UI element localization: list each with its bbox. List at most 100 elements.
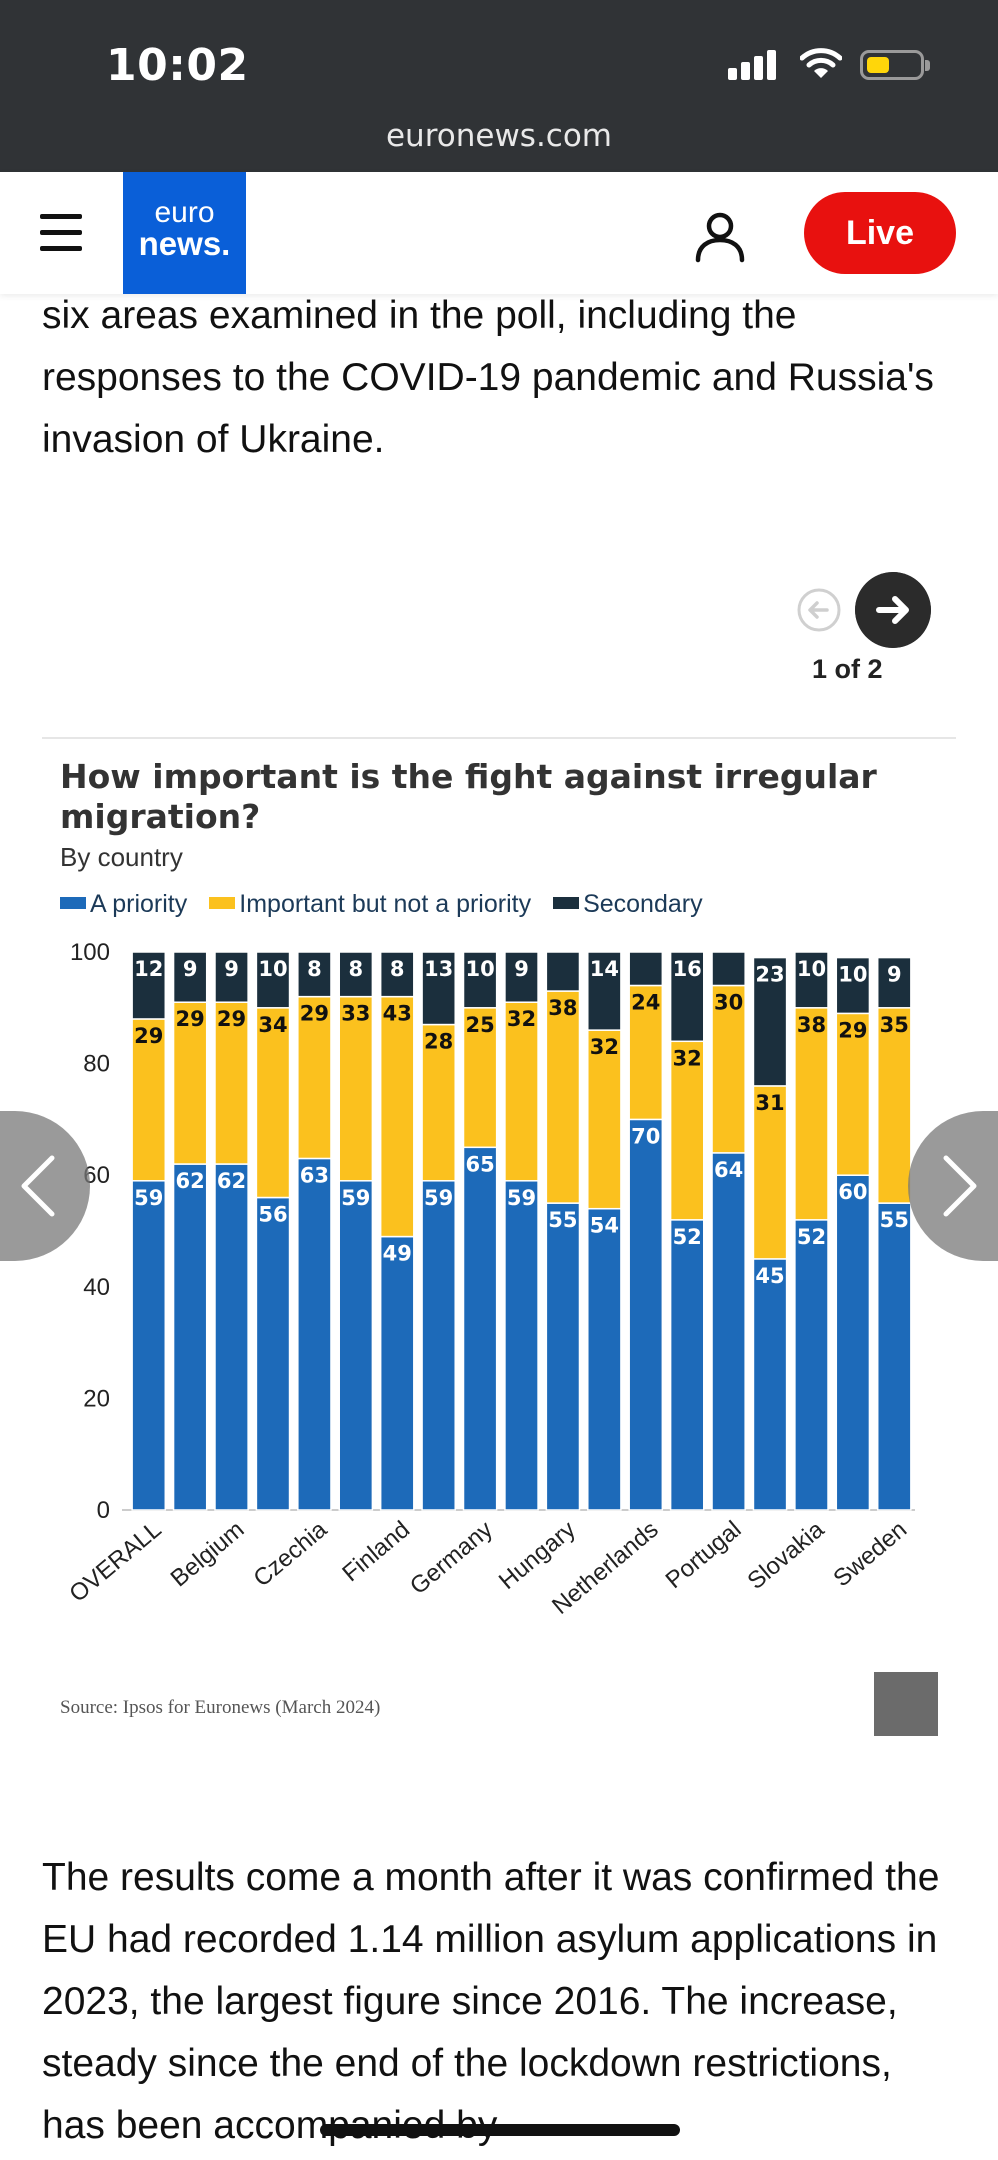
bar-segment: [835, 956, 871, 1015]
bar-segment: [379, 995, 415, 1238]
bar-segment: [131, 1018, 167, 1182]
chart-source: Source: Ipsos for Euronews (March 2024): [60, 1697, 381, 1718]
bar-segment: [379, 1235, 415, 1511]
data-label: 10: [838, 963, 867, 987]
legend-label: Important but not a priority: [239, 890, 532, 918]
bar-segment: [794, 1219, 829, 1511]
bar-segment: [255, 1196, 291, 1511]
bar-segment: [421, 1023, 456, 1182]
bar-segment: [462, 951, 498, 1009]
bar-segment: [794, 951, 829, 1009]
bar-segment: [131, 1180, 167, 1511]
live-button[interactable]: Live: [804, 192, 956, 274]
stacked-bar-chart: 0 20 40 60 80 100 59 29 12 OVERALL 62 29 9 62 29 9 Belgi…: [64, 939, 915, 1620]
data-label: 64: [714, 1158, 743, 1182]
bar-segment: [628, 951, 664, 987]
data-label: 8: [307, 957, 322, 981]
bar-segment: [172, 1163, 208, 1511]
euronews-logo[interactable]: euro news.: [123, 172, 246, 294]
user-icon[interactable]: [692, 208, 748, 264]
bar-segment: [297, 951, 332, 998]
y-tick-label: 20: [83, 1385, 110, 1412]
data-label: 8: [390, 957, 405, 981]
bar-segment: [379, 951, 415, 998]
y-tick-label: 100: [70, 939, 110, 966]
data-label: 24: [631, 990, 660, 1014]
legend-item-secondary[interactable]: Secondary: [553, 890, 703, 919]
data-label: 35: [880, 1013, 909, 1037]
data-label: 12: [134, 957, 163, 981]
data-label: 59: [507, 1186, 536, 1210]
x-tick-label: Czechia: [248, 1516, 332, 1593]
chart-legend: A priority Important but not a priority Se…: [60, 890, 725, 919]
data-label: 59: [424, 1186, 453, 1210]
data-label: 70: [631, 1124, 660, 1148]
data-label: 59: [341, 1186, 370, 1210]
data-label: 38: [797, 1013, 826, 1037]
data-label: 55: [880, 1208, 909, 1232]
article-paragraph: six areas examined in the poll, includin…: [42, 294, 934, 461]
gallery-prev-button[interactable]: [0, 1111, 90, 1261]
data-label: 10: [465, 957, 494, 981]
data-label: 43: [383, 1002, 412, 1026]
data-label: 29: [300, 1002, 329, 1026]
data-label: 34: [258, 1013, 287, 1037]
divider: [42, 737, 956, 739]
bar-segment: [462, 1007, 498, 1149]
bar-segment: [628, 984, 664, 1121]
bar-segment: [711, 984, 746, 1154]
data-label: 33: [341, 1002, 370, 1026]
status-bar: 10:02 euronews.com: [0, 0, 998, 172]
data-label: 16: [673, 957, 702, 981]
gallery-next-button[interactable]: [908, 1111, 998, 1261]
x-tick-label: Germany: [405, 1516, 498, 1600]
chevron-left-icon: [21, 1155, 55, 1217]
bar-segment: [669, 1219, 705, 1511]
wifi-icon: [800, 48, 842, 78]
bar-segment: [172, 951, 208, 1003]
bar-segment: [214, 1163, 249, 1511]
url-bar[interactable]: euronews.com: [385, 118, 613, 154]
data-label: 62: [217, 1169, 246, 1193]
home-indicator: [320, 2124, 680, 2136]
data-label: 9: [514, 957, 529, 981]
data-label: 30: [714, 990, 743, 1014]
data-label: 29: [176, 1007, 205, 1031]
carousel-next-button[interactable]: [855, 572, 931, 648]
bar-segment: [876, 956, 912, 1009]
legend-item-important[interactable]: Important but not a priority: [209, 890, 531, 919]
legend-label: Secondary: [583, 890, 703, 918]
x-tick-label: Belgium: [166, 1516, 250, 1592]
data-label: 32: [673, 1046, 702, 1070]
x-tick-label: Portugal: [661, 1516, 747, 1594]
data-label: 32: [507, 1007, 536, 1031]
legend-item-priority[interactable]: A priority: [60, 890, 187, 919]
bar-segment: [711, 951, 746, 987]
bar-segment: [876, 1007, 912, 1204]
menu-icon[interactable]: [40, 214, 84, 252]
bar-segment: [255, 951, 291, 1009]
bar-segment: [545, 1202, 581, 1511]
data-label: 10: [258, 957, 287, 981]
x-tick-label: Finland: [337, 1516, 415, 1587]
data-label: 52: [673, 1225, 702, 1249]
bar-segment: [752, 1085, 788, 1260]
data-label: 52: [797, 1225, 826, 1249]
bar-segment: [462, 1146, 498, 1511]
bar-segment: [876, 1202, 912, 1511]
bar-segment: [421, 951, 456, 1026]
data-label: 32: [590, 1035, 619, 1059]
bar-segment: [214, 1001, 249, 1165]
x-tick-label: Slovakia: [742, 1515, 829, 1594]
data-label: 59: [134, 1186, 163, 1210]
carousel-prev-button[interactable]: [797, 588, 841, 632]
data-label: 23: [755, 963, 784, 987]
chart-title: How important is the fight against irreg…: [60, 757, 877, 836]
data-label: 63: [300, 1163, 329, 1187]
data-label: 29: [217, 1007, 246, 1031]
logo-text-top: euro: [154, 196, 215, 229]
bar-segment: [752, 1258, 788, 1511]
bar-segment: [628, 1118, 664, 1511]
article-paragraph: The results come a month after it was co…: [42, 1856, 940, 2147]
data-label: 65: [465, 1152, 494, 1176]
